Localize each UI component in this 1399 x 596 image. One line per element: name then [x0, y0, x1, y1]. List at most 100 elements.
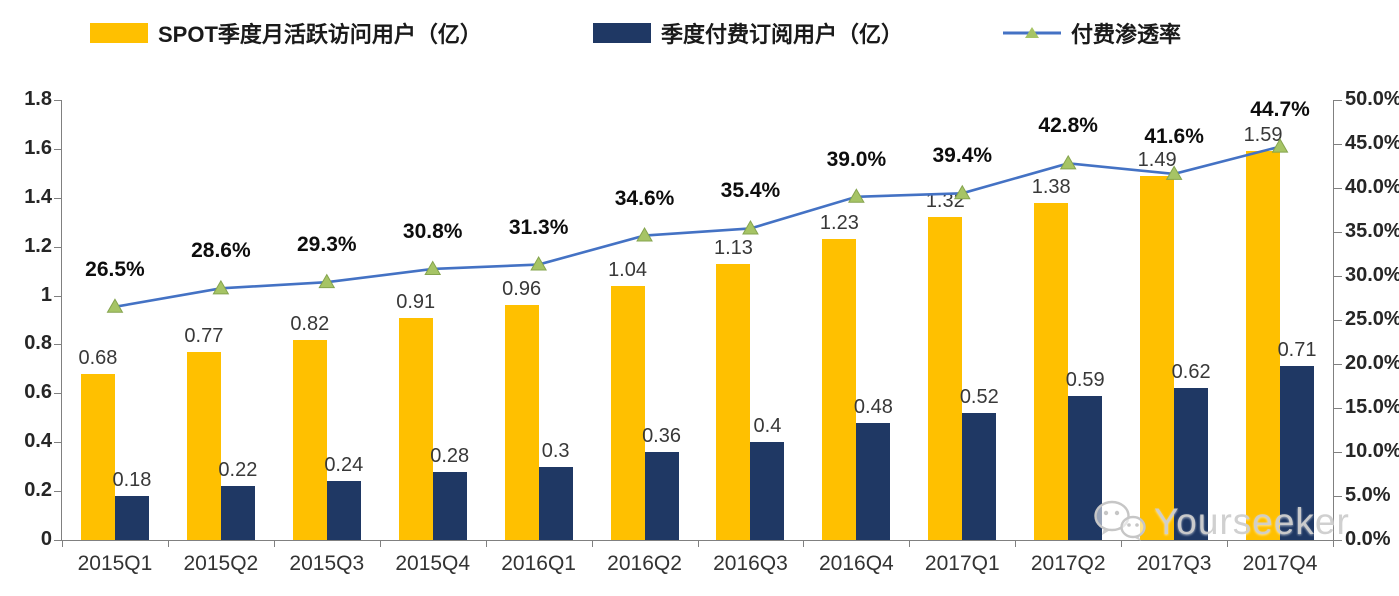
x-axis-tick	[591, 541, 593, 547]
penetration-marker	[530, 256, 547, 271]
penetration-value-label: 39.4%	[932, 144, 993, 168]
left-axis-tick	[54, 442, 62, 444]
right-axis-tick	[1334, 452, 1342, 453]
mau-legend-label: SPOT季度月活跃访问用户（亿）	[158, 22, 482, 47]
subs-value-label: 0.62	[1171, 361, 1211, 384]
subs-bar	[326, 481, 361, 540]
subs-bar	[432, 471, 467, 540]
right-axis-tick-label: 0.0%	[1345, 528, 1391, 550]
left-axis-tick	[54, 295, 62, 297]
right-axis-tick	[1334, 496, 1342, 497]
left-axis-tick	[54, 540, 62, 541]
penetration-legend-marker	[1025, 27, 1039, 38]
right-axis-tick-label: 25.0%	[1345, 308, 1399, 330]
left-axis-line	[61, 100, 62, 540]
subs-value-label: 0.52	[959, 385, 999, 408]
mau-value-label: 0.77	[184, 324, 224, 347]
x-axis-tick	[273, 541, 275, 547]
mau-bar	[822, 239, 857, 540]
left-axis-tick	[54, 246, 62, 248]
left-axis-tick	[54, 197, 62, 199]
mau-bar	[504, 305, 539, 540]
subs-bar	[538, 466, 573, 540]
mau-bar	[1246, 151, 1281, 540]
right-axis-tick	[1334, 408, 1342, 409]
penetration-value-label: 31.3%	[508, 215, 569, 239]
subs-value-label: 0.71	[1277, 339, 1317, 362]
right-axis-tick	[1334, 364, 1342, 365]
mau-bar	[610, 285, 645, 540]
subs-bar	[1280, 366, 1315, 540]
subs-value-label: 0.36	[642, 425, 681, 447]
subs-bar	[856, 422, 891, 540]
subs-bar	[644, 452, 679, 540]
subs-value-label: 0.28	[430, 444, 470, 467]
watermark-text: Yourseeker	[1154, 501, 1350, 542]
left-axis-tick-label: 0.4	[24, 430, 52, 453]
left-axis-tick-label: 0.8	[24, 332, 52, 355]
penetration-marker	[318, 273, 336, 289]
right-axis-tick-label: 10.0%	[1345, 440, 1399, 462]
x-axis-label: 2015Q1	[77, 552, 153, 575]
penetration-value-label: 28.6%	[191, 239, 251, 263]
mau-bar	[1140, 175, 1175, 540]
x-axis-label: 2015Q3	[289, 552, 365, 575]
x-axis-label: 2015Q4	[395, 552, 471, 575]
penetration-marker	[1059, 154, 1077, 170]
right-axis-tick	[1334, 276, 1342, 277]
subs-value-label: 0.18	[112, 469, 152, 491]
x-axis-tick	[1015, 541, 1017, 547]
x-axis-label: 2016Q3	[713, 552, 788, 575]
right-axis-tick-label: 20.0%	[1345, 352, 1399, 374]
penetration-marker	[848, 188, 865, 203]
penetration-value-label: 39.0%	[826, 147, 887, 171]
x-axis-label: 2017Q2	[1030, 552, 1106, 575]
right-axis-tick-label: 45.0%	[1345, 132, 1399, 154]
subs-bar	[220, 486, 255, 540]
penetration-value-label: 41.6%	[1144, 124, 1204, 148]
x-axis-label: 2017Q4	[1242, 552, 1318, 575]
right-axis-tick	[1334, 188, 1342, 189]
subs-value-label: 0.24	[324, 454, 364, 477]
mau-bar	[398, 317, 433, 540]
mau-value-label: 0.91	[396, 290, 436, 313]
penetration-line	[114, 145, 1281, 309]
mau-value-label: 0.82	[290, 312, 330, 335]
mau-bar	[716, 263, 751, 540]
left-axis-tick-label: 0.6	[24, 381, 52, 404]
x-axis-label: 2017Q1	[924, 552, 1000, 575]
x-axis-tick	[1333, 541, 1334, 547]
left-axis-tick-label: 1.4	[24, 185, 52, 208]
legend-item-penetration: 付费渗透率	[1003, 17, 1181, 49]
x-axis-label: 2017Q3	[1136, 552, 1212, 575]
subscribers-legend-label: 季度付费订阅用户（亿）	[661, 22, 904, 47]
subs-value-label: 0.4	[753, 415, 782, 438]
x-axis-tick	[167, 541, 169, 547]
subs-bar	[750, 442, 785, 540]
right-axis-tick	[1334, 144, 1342, 145]
mau-bar	[1034, 202, 1069, 540]
penetration-marker	[106, 298, 124, 313]
right-axis-tick-label: 5.0%	[1345, 484, 1391, 506]
left-axis-tick-label: 0	[40, 528, 52, 550]
subs-bar	[114, 496, 149, 540]
subscribers-legend-swatch	[593, 23, 651, 43]
penetration-marker	[212, 279, 230, 295]
right-axis-tick	[1334, 100, 1342, 101]
left-axis-tick-label: 1.2	[24, 234, 52, 257]
mau-value-label: 0.96	[502, 278, 542, 301]
penetration-value-label: 34.6%	[614, 186, 675, 210]
x-axis-tick	[697, 541, 699, 547]
wechat-icon	[1094, 500, 1146, 541]
mau-bar	[186, 351, 221, 540]
mau-value-label: 1.59	[1243, 124, 1283, 147]
x-axis-label: 2016Q2	[607, 552, 682, 575]
left-axis-tick	[54, 148, 62, 150]
x-axis-tick	[1121, 541, 1123, 547]
x-axis-tick	[62, 541, 63, 547]
left-axis-tick-label: 0.2	[24, 479, 52, 502]
x-axis-label: 2016Q4	[819, 552, 894, 575]
penetration-value-label: 29.3%	[297, 233, 357, 257]
right-axis-tick-label: 15.0%	[1345, 396, 1399, 418]
